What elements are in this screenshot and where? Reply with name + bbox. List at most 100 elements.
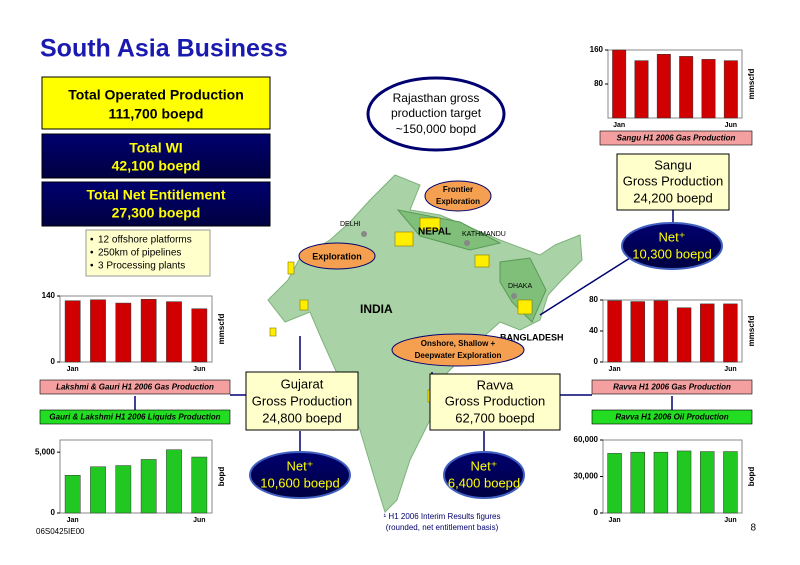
bar <box>723 303 738 363</box>
asset-box <box>429 373 561 431</box>
y-tick-label: 60,000 <box>574 435 599 444</box>
callout <box>424 180 492 212</box>
bar <box>166 449 182 514</box>
asset-gross: Gross Production <box>445 393 545 408</box>
title-banner <box>39 379 231 395</box>
y-axis-label: bopd <box>217 467 226 487</box>
asset-name: Sangu <box>654 157 692 172</box>
plot-area <box>602 439 743 514</box>
bar <box>723 60 738 119</box>
summary-box <box>41 76 271 130</box>
net-ellipse <box>621 222 723 270</box>
bar <box>630 301 645 363</box>
bullet: • <box>90 248 94 259</box>
footnote: (rounded, net entitlement basis) <box>386 523 499 532</box>
chart-title: Ravva H1 2006 Oil Production <box>615 413 728 422</box>
y-tick-label: 0 <box>51 508 56 517</box>
chart-title: Ravva H1 2006 Gas Production <box>613 383 731 392</box>
summary-label: Total Operated Production <box>68 87 244 103</box>
net-value: 10,300 boepd <box>632 246 712 261</box>
block <box>517 299 533 315</box>
y-tick-label: 0 <box>51 357 56 366</box>
bar <box>140 299 157 363</box>
bar <box>723 451 738 514</box>
asset-name: Ravva <box>477 377 515 392</box>
bar <box>656 54 671 119</box>
bangladesh-map <box>499 257 547 323</box>
bar <box>140 459 157 514</box>
y-tick-label: 0 <box>594 357 599 366</box>
callout-text: Frontier <box>443 185 473 194</box>
map-label: NEPAL <box>418 227 451 238</box>
callout-text: Rajasthan gross <box>393 91 480 105</box>
x-tick-label: Jun <box>193 366 205 373</box>
footnote: ¹ H1 2006 Interim Results figures <box>384 512 501 521</box>
bar <box>607 300 622 363</box>
bar <box>630 451 645 514</box>
summary-value: 111,700 boepd <box>109 106 204 122</box>
connector <box>539 257 631 316</box>
x-tick-label: Jan <box>609 517 621 524</box>
bar <box>700 451 715 514</box>
city-dot <box>511 293 517 299</box>
bar <box>90 299 106 363</box>
asset-gross-value: 24,200 boepd <box>633 190 713 205</box>
net-value: 6,400 boepd <box>448 475 520 490</box>
bullet-text: 250km of pipelines <box>98 248 181 259</box>
bar <box>115 465 132 514</box>
y-tick-label: 160 <box>590 45 604 54</box>
bar <box>166 301 182 363</box>
map-label: BANGLADESH <box>500 332 564 342</box>
bar <box>612 49 627 119</box>
y-axis-label: mmscfd <box>747 69 756 100</box>
asset-box <box>245 371 359 431</box>
title-banner <box>591 409 753 425</box>
net-label: Net⁺ <box>286 458 313 473</box>
bar <box>607 453 622 514</box>
y-tick-label: 140 <box>42 291 56 300</box>
bar <box>679 56 694 119</box>
bar <box>676 450 692 514</box>
plot-area <box>607 49 743 119</box>
y-tick-label: 30,000 <box>574 472 599 481</box>
asset-gross-value: 24,800 boepd <box>262 410 342 425</box>
x-tick-label: Jan <box>67 517 79 524</box>
net-label: Net⁺ <box>658 229 685 244</box>
summary-value: 42,100 boepd <box>112 158 201 174</box>
y-tick-label: 80 <box>589 295 598 304</box>
summary-value: 27,300 boepd <box>112 205 201 221</box>
bar <box>191 308 208 363</box>
callout-text: ~150,000 bopd <box>396 122 476 136</box>
callout-text: Deepwater Exploration <box>415 351 502 360</box>
y-axis-label: mmscfd <box>747 316 756 347</box>
bullet-box <box>85 229 211 277</box>
plot-area <box>59 439 213 514</box>
x-tick-label: Jan <box>609 366 621 373</box>
plot-area <box>59 295 213 363</box>
bullet: • <box>90 235 94 246</box>
summary-box <box>41 181 271 227</box>
summary-box <box>41 133 271 179</box>
bar <box>90 466 106 514</box>
net-value: 10,600 boepd <box>260 475 340 490</box>
doc-code: 06S0425IE00 <box>36 527 85 536</box>
summary-label: Total WI <box>129 140 182 156</box>
title-banner <box>591 379 753 395</box>
x-tick-label: Jun <box>193 517 205 524</box>
city-dot <box>464 240 470 246</box>
callout <box>298 242 376 270</box>
x-tick-label: Jun <box>725 122 737 129</box>
x-tick-label: Jun <box>724 517 736 524</box>
callout-text: Exploration <box>312 251 362 261</box>
bar <box>653 451 669 514</box>
map-label: DELHI <box>340 221 361 228</box>
asset-name: Gujarat <box>281 376 324 391</box>
map-label: INDIA <box>360 302 393 316</box>
bar <box>653 300 669 363</box>
summary-label: Total Net Entitlement <box>87 187 226 203</box>
callout <box>366 76 506 152</box>
block <box>474 254 490 268</box>
net-ellipse <box>249 451 351 499</box>
asset-gross-value: 62,700 boepd <box>455 410 535 425</box>
